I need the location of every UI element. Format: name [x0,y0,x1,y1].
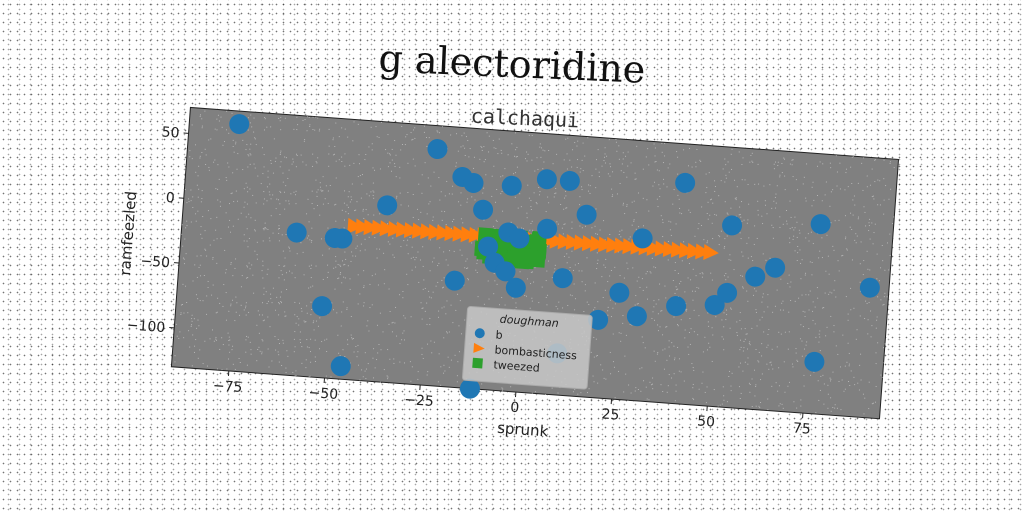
x-tick-label: 75 [792,420,811,437]
y-tick-label: −50 [140,253,171,271]
x-tick-label: −50 [308,385,339,403]
x-tick-label: 0 [510,400,520,417]
y-tick-label: 50 [161,124,180,141]
x-axis-label: sprunk [497,419,550,441]
y-tick-label: 0 [165,190,175,207]
x-tick-label: 25 [601,406,620,423]
x-tick-label: 50 [697,413,716,430]
x-tick-label: −25 [404,392,435,410]
legend-label-b: b [495,328,503,341]
y-axis-label: ramfeezled [116,190,140,276]
data-point-tweezed [517,248,532,263]
legend-marker-tweezed [472,358,483,369]
plot-area: −75 −50 −25 0 25 50 75 50 0 −50 −100 sprunk ramfeezl… [106,103,899,465]
x-tick-label: −75 [212,378,243,396]
y-tick-label: −100 [126,317,166,336]
